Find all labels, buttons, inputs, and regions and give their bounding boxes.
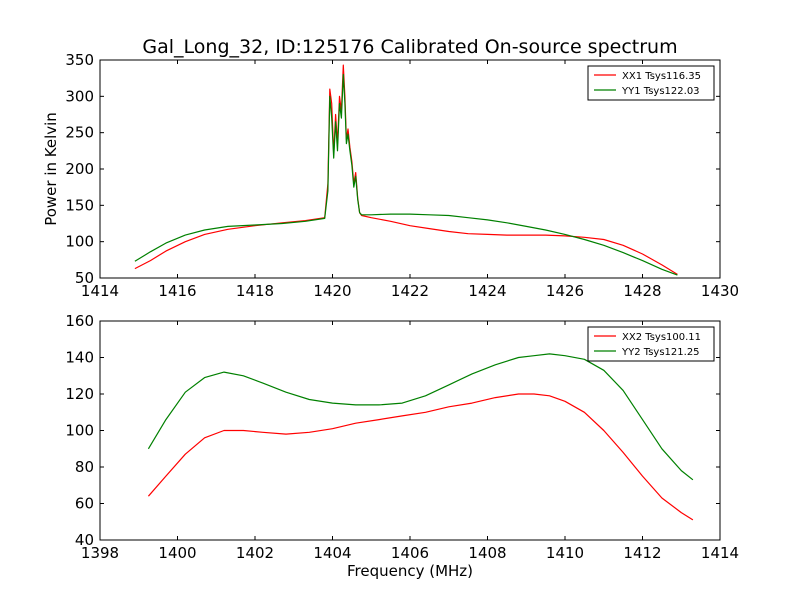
x-tick-label: 1424 (468, 282, 506, 300)
x-tick-label: 1418 (236, 282, 274, 300)
legend-entry-1: XX2 Tsys100.11 (622, 332, 701, 343)
x-axis-label: Frequency (MHz) (347, 562, 473, 580)
y-axis-label: Power in Kelvin (42, 112, 60, 226)
y-tick-label: 150 (65, 196, 94, 214)
y-tick-label: 40 (75, 531, 94, 549)
x-tick-label: 1402 (236, 544, 274, 562)
figure-title: Gal_Long_32, ID:125176 Calibrated On-sou… (142, 36, 677, 58)
legend-box (587, 326, 715, 362)
legend-entry-1: XX1 Tsys116.35 (622, 71, 701, 82)
legend-box (587, 65, 715, 101)
x-tick-label: 1412 (623, 544, 661, 562)
y-tick-label: 100 (65, 422, 94, 440)
x-tick-label: 1410 (546, 544, 584, 562)
y-tick-label: 200 (65, 160, 94, 178)
top-plot: 1414 1416 1418 1420 1422 1424 1426 1428 1430 50 10… (42, 51, 739, 300)
x-tick-label: 1428 (623, 282, 661, 300)
y-tick-label: 100 (65, 233, 94, 251)
x-tick-label: 1398 (81, 544, 119, 562)
x-tick-label: 1430 (701, 282, 739, 300)
x-tick-label: 1416 (158, 282, 196, 300)
series-line-2 (147, 353, 694, 481)
x-tick-label: 1414 (701, 544, 739, 562)
y-tick-label: 250 (65, 124, 94, 142)
x-tick-label: 1420 (313, 282, 351, 300)
x-tick-label: 1422 (391, 282, 429, 300)
y-tick-label: 50 (75, 269, 94, 287)
x-tick-label: 1404 (313, 544, 351, 562)
x-tick-label: 1400 (158, 544, 196, 562)
legend: XX2 Tsys100.11 YY2 Tsys121.25 (587, 326, 715, 362)
bottom-plot: 1398 1400 1402 1404 1406 1408 1410 1412 1414 40 60… (65, 312, 739, 580)
y-tick-label: 60 (75, 495, 94, 513)
y-tick-label: 160 (65, 312, 94, 330)
y-tick-label: 80 (75, 458, 94, 476)
y-tick-label: 140 (65, 349, 94, 367)
x-tick-label: 1406 (391, 544, 429, 562)
x-tick-label: 1408 (468, 544, 506, 562)
y-tick-label: 120 (65, 385, 94, 403)
y-tick-label: 350 (65, 51, 94, 69)
series-line-1 (147, 393, 694, 521)
series-line-2 (134, 73, 678, 276)
y-tick-label: 300 (65, 87, 94, 105)
legend: XX1 Tsys116.35 YY1 Tsys122.03 (587, 65, 715, 101)
legend-entry-2: YY1 Tsys122.03 (621, 86, 700, 97)
x-tick-label: 1426 (546, 282, 584, 300)
x-tick-label: 1414 (81, 282, 119, 300)
legend-entry-2: YY2 Tsys121.25 (621, 347, 700, 358)
